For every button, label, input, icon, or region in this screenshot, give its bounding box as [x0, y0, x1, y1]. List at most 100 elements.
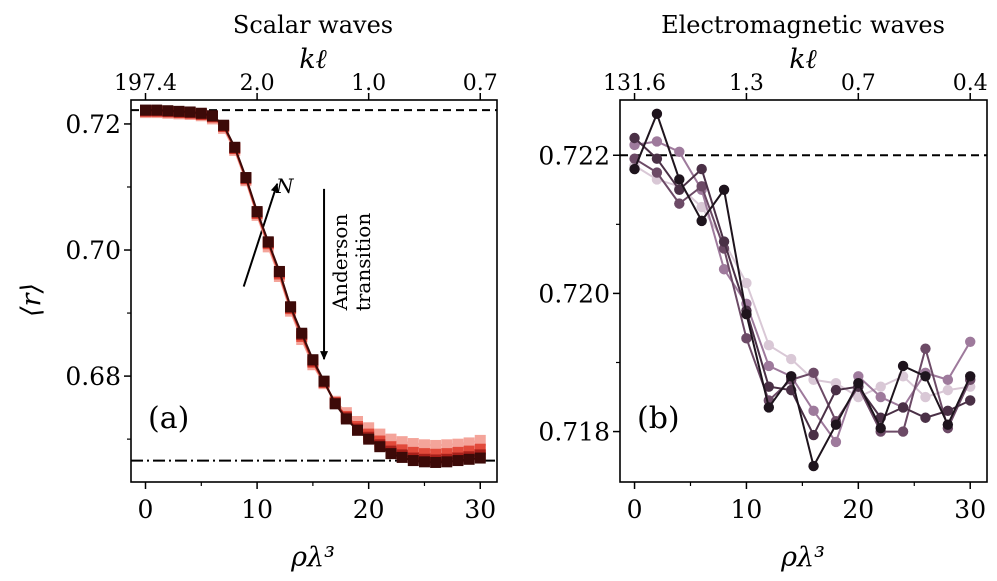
- series-b-S1: [629, 160, 976, 403]
- data-point-b-S3-2: [674, 198, 685, 209]
- data-point-a-N4-12: [273, 265, 285, 277]
- data-point-a-N4-9: [240, 172, 252, 184]
- panel-b: Electromagnetic waves kℓ ρλ³ (b) 0 10 20 30…: [538, 11, 988, 573]
- y-tick-label-b-1: 0.720: [538, 279, 610, 308]
- data-point-b-S3-13: [920, 343, 931, 354]
- data-point-a-N4-24: [407, 455, 419, 467]
- data-point-b-S4-8: [808, 429, 819, 441]
- panel-b-xlabel: ρλ³: [780, 542, 825, 573]
- data-point-a-N4-21: [374, 441, 386, 453]
- axes-frame-a: [130, 99, 498, 483]
- data-point-a-N4-10: [251, 206, 263, 218]
- data-point-b-S3-8: [808, 367, 819, 379]
- x-tick-label-a-20: 20: [353, 495, 385, 524]
- data-point-b-S3-12: [897, 426, 909, 437]
- data-point-a-N4-4: [184, 106, 196, 118]
- top-tick-label-a-3: 0.7: [463, 71, 498, 96]
- panel-b-title: Electromagnetic waves: [661, 11, 945, 39]
- data-point-b-S5-10: [853, 378, 864, 389]
- top-tick-label-b-0: 131.6: [603, 71, 666, 96]
- data-point-b-S5-0: [629, 163, 640, 175]
- data-point-b-S4-12: [897, 402, 909, 413]
- data-point-b-S2-15: [965, 336, 976, 347]
- data-point-a-N4-19: [352, 424, 364, 436]
- y-tick-label-a-0: 0.68: [65, 362, 121, 391]
- series-line-a-N3: [145, 109, 481, 461]
- x-tick-label-b-30: 30: [954, 495, 986, 524]
- data-point-b-S5-1: [651, 108, 663, 120]
- data-point-a-N4-16: [318, 375, 330, 387]
- data-point-b-S5-4: [718, 184, 730, 196]
- data-point-b-S4-2: [674, 184, 685, 196]
- x-tick-label-b-0: 0: [627, 495, 643, 524]
- series-line-b-S5: [633, 110, 972, 469]
- data-point-a-N4-23: [396, 451, 408, 463]
- data-point-a-N4-3: [173, 105, 185, 117]
- top-tick-label-a-2: 1.0: [351, 71, 386, 96]
- x-tick-label-b-10: 10: [731, 495, 763, 524]
- series-line-a-N1: [145, 111, 481, 447]
- data-point-a-N4-14: [296, 327, 308, 339]
- data-point-b-S5-11: [875, 422, 886, 434]
- data-point-b-S3-5: [741, 333, 752, 344]
- data-point-b-S4-6: [763, 381, 775, 392]
- data-point-b-S2-8: [808, 405, 819, 417]
- panel-a-label: (a): [148, 401, 189, 436]
- data-point-a-N4-17: [329, 398, 341, 410]
- data-point-b-S1-13: [920, 391, 931, 403]
- data-point-b-S4-4: [718, 236, 730, 247]
- y-tick-label-b-0: 0.718: [538, 418, 610, 447]
- data-point-b-S2-9: [830, 436, 842, 448]
- panel-a-xlabel: ρλ³: [290, 542, 335, 573]
- data-point-a-N4-2: [162, 105, 174, 117]
- arrow-n: [242, 182, 279, 287]
- data-point-b-S2-6: [763, 360, 775, 372]
- data-point-b-S1-11: [875, 381, 886, 392]
- data-point-a-N4-0: [140, 104, 152, 116]
- data-point-a-N4-13: [285, 301, 297, 313]
- data-point-b-S5-12: [897, 360, 909, 372]
- top-tick-label-b-1: 1.3: [729, 71, 764, 96]
- series-line-b-S2: [634, 140, 972, 445]
- panel-b-top-axis-label: kℓ: [789, 44, 817, 75]
- data-point-b-S5-9: [830, 419, 842, 430]
- annotation-anderson: Anderson: [328, 214, 352, 312]
- data-point-b-S4-0: [629, 132, 640, 144]
- data-point-b-S3-1: [651, 167, 663, 178]
- data-point-b-S1-3: [696, 201, 707, 213]
- data-point-a-N4-18: [340, 413, 352, 425]
- data-point-a-N4-29: [463, 453, 475, 465]
- data-point-b-S2-1: [651, 136, 663, 147]
- series-b-S5: [629, 108, 976, 472]
- panel-a-title: Scalar waves: [233, 11, 393, 39]
- data-point-b-S5-7: [785, 371, 797, 382]
- series-line-a-N2: [145, 110, 481, 456]
- top-tick-label-a-1: 2.0: [240, 71, 275, 96]
- data-point-a-N4-8: [229, 141, 241, 153]
- data-point-a-N4-7: [218, 119, 230, 131]
- data-point-b-S5-15: [965, 371, 976, 382]
- series-line-a-N4: [145, 109, 481, 464]
- data-point-b-S5-2: [674, 174, 685, 185]
- data-point-a-N4-6: [206, 110, 218, 122]
- data-point-b-S2-14: [942, 374, 954, 385]
- data-point-a-N4-15: [307, 354, 319, 366]
- data-point-a-N4-5: [195, 107, 207, 119]
- series-a-N3: [140, 105, 486, 466]
- data-point-a-N4-30: [474, 452, 486, 464]
- series-a-N2: [140, 105, 486, 460]
- data-point-a-N4-26: [430, 456, 442, 468]
- data-point-a-N4-27: [441, 456, 453, 468]
- x-tick-label-a-30: 30: [464, 495, 496, 524]
- panel-a-annotations: N Anderson transition: [242, 174, 375, 361]
- panel-b-label: (b): [637, 401, 680, 436]
- y-tick-label-a-1: 0.70: [65, 236, 121, 265]
- data-point-b-S5-14: [942, 419, 954, 430]
- panel-a-top-axis-label: kℓ: [299, 44, 327, 75]
- data-point-b-S4-14: [942, 405, 954, 417]
- top-tick-label-b-3: 0.4: [953, 71, 988, 96]
- y-tick-label-a-2: 0.72: [65, 110, 121, 139]
- data-point-b-S4-3: [696, 163, 707, 175]
- data-point-a-N4-28: [452, 455, 464, 467]
